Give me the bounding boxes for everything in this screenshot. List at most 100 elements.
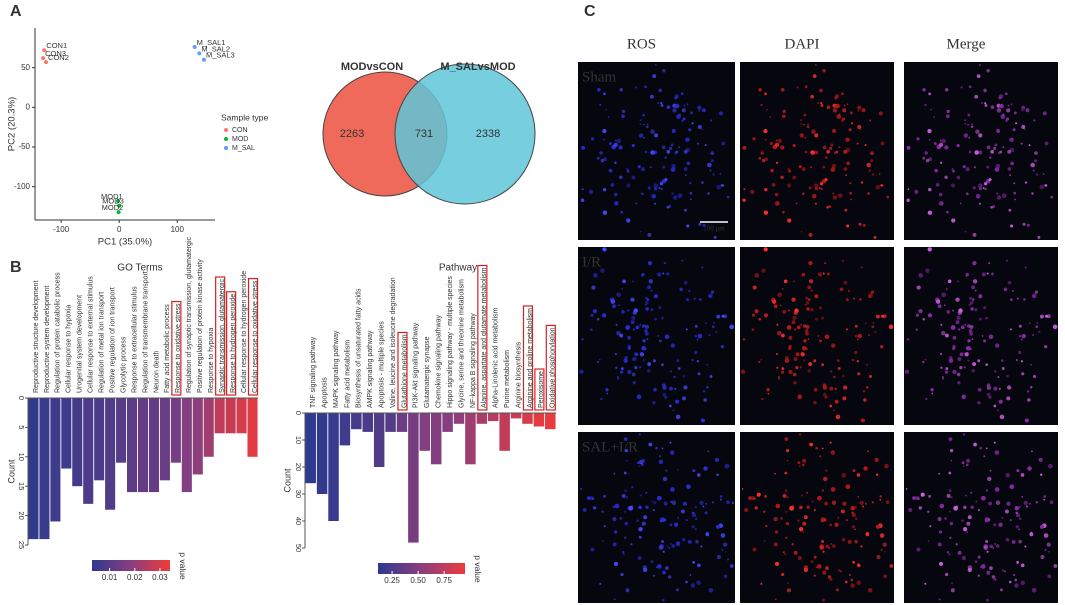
cell [797, 461, 801, 465]
cell [1043, 498, 1046, 501]
bar [105, 398, 116, 510]
cell [708, 334, 711, 337]
cell [703, 466, 708, 471]
colorbar [92, 560, 170, 571]
cell [1034, 159, 1038, 163]
cell [704, 511, 708, 515]
cell [927, 210, 933, 215]
cell [657, 101, 660, 105]
cell [974, 150, 979, 155]
category-label: Peroxisome [538, 371, 545, 408]
cell [825, 156, 828, 159]
cell [977, 387, 982, 392]
cell [800, 506, 803, 509]
cell [1021, 109, 1024, 112]
cell [799, 366, 802, 369]
cell [906, 145, 911, 150]
cell [849, 191, 852, 195]
cell [721, 548, 724, 551]
cell [798, 527, 804, 532]
cell [787, 582, 789, 584]
cell [777, 330, 782, 336]
cell [830, 143, 834, 147]
cell [814, 133, 819, 138]
column-header: DAPI [784, 36, 819, 52]
cell [995, 500, 1001, 505]
cell [807, 338, 810, 340]
cell [612, 517, 617, 522]
cell [805, 300, 810, 305]
cell [960, 86, 963, 89]
cell [832, 128, 837, 133]
cell [1042, 173, 1045, 175]
cell [1007, 167, 1012, 171]
bar [419, 413, 431, 451]
cell [982, 187, 985, 190]
cell [830, 370, 833, 373]
cell [1000, 114, 1006, 120]
cell [643, 347, 647, 351]
cell [957, 310, 962, 316]
cell [644, 324, 650, 329]
cell [661, 316, 664, 320]
cell [983, 88, 987, 93]
cell [605, 388, 609, 392]
cell [842, 374, 845, 378]
cell [627, 309, 630, 312]
cell [639, 119, 642, 122]
cell [804, 136, 807, 139]
cell [666, 545, 669, 548]
cell [650, 560, 654, 564]
cell [946, 493, 951, 498]
cell [658, 187, 661, 190]
cell [978, 64, 981, 66]
cell [764, 494, 768, 498]
cell [819, 88, 823, 93]
bar [476, 413, 488, 424]
colorbar-tick-label: 0.02 [127, 573, 143, 582]
cell [619, 370, 624, 374]
cell [801, 494, 803, 497]
cell [949, 521, 954, 526]
cell [841, 259, 844, 262]
cell [930, 388, 934, 392]
cell [1015, 122, 1018, 125]
bar [373, 413, 385, 467]
cell [640, 494, 642, 497]
cell [1018, 324, 1022, 328]
cell [840, 92, 844, 96]
cell [665, 469, 668, 472]
cell [816, 564, 822, 569]
cell [624, 521, 628, 526]
category-label: Arginine biosynthesis [515, 341, 522, 408]
cell [638, 535, 642, 539]
cell [602, 313, 607, 318]
cell [1035, 173, 1039, 176]
cell [832, 409, 836, 412]
cell [990, 272, 994, 276]
bar [396, 413, 408, 432]
cell [822, 165, 826, 169]
cell [644, 150, 648, 154]
cell [968, 328, 973, 333]
cell [661, 539, 665, 543]
cell [1003, 570, 1006, 573]
cell [602, 129, 607, 134]
colorbar [378, 563, 465, 574]
cell [862, 390, 866, 393]
cell [681, 259, 684, 262]
cell [672, 409, 675, 412]
cell [857, 333, 862, 339]
x-tick-label: 0 [117, 225, 122, 234]
cell [764, 157, 769, 162]
cell [603, 157, 607, 162]
point [192, 45, 197, 50]
category-label: Chemokine signaling pathway [436, 315, 443, 408]
row-label: Sham [582, 69, 617, 85]
cell [593, 273, 598, 278]
cell [663, 262, 666, 265]
cell [1015, 513, 1020, 518]
highlight-box [545, 324, 556, 411]
cell [806, 307, 810, 311]
cell [928, 92, 931, 96]
